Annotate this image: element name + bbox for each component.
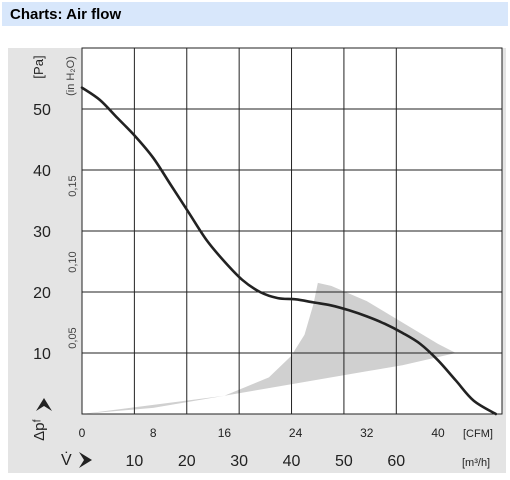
y-axis-symbol: Δpᶠ: [31, 419, 48, 441]
y-tick-label-pa: 50: [33, 102, 51, 119]
x-axis-arrow-icon: [79, 452, 92, 468]
x-tick-label-cfm: 16: [218, 426, 232, 440]
y-tick-label-inh2o: 0,05: [67, 327, 79, 348]
plot-frame: [81, 47, 503, 415]
x-axis-symbol: V̇: [61, 451, 72, 469]
x-tick-label-m3h: 10: [125, 453, 143, 470]
x-tick-label-cfm: 24: [289, 426, 303, 440]
x-tick-label-m3h: 60: [387, 453, 405, 470]
x-tick-label-m3h: 30: [230, 453, 248, 470]
x-unit-m3h: [m³/h]: [462, 457, 490, 469]
y-tick-label-pa: 20: [33, 285, 51, 302]
y-unit-label: [Pa]: [31, 55, 46, 78]
y-tick-label-pa: 10: [33, 346, 51, 363]
y-tick-label-inh2o: 0,15: [67, 175, 79, 196]
y-tick-label-pa: 40: [33, 163, 51, 180]
x-tick-label-m3h: 40: [283, 453, 301, 470]
page-title: Charts: Air flow: [10, 6, 122, 23]
x-tick-label-cfm: 0: [79, 426, 86, 440]
header-bar: Charts: Air flow: [2, 2, 508, 26]
x-tick-label-m3h: 20: [178, 453, 196, 470]
y-tick-label-inh2o: 0,10: [67, 251, 79, 272]
x-tick-label-m3h: 50: [335, 453, 353, 470]
x-tick-label-cfm: 32: [360, 426, 374, 440]
series-line: [80, 86, 498, 416]
x-unit-cfm: [CFM]: [463, 428, 493, 440]
y-tick-label-pa: 30: [33, 224, 51, 241]
x-tick-label-cfm: 40: [431, 426, 445, 440]
x-tick-label-cfm: 8: [150, 426, 157, 440]
y-unit-label-alt: (in H₂O): [65, 56, 77, 96]
y-axis-arrow-icon: [36, 398, 52, 411]
